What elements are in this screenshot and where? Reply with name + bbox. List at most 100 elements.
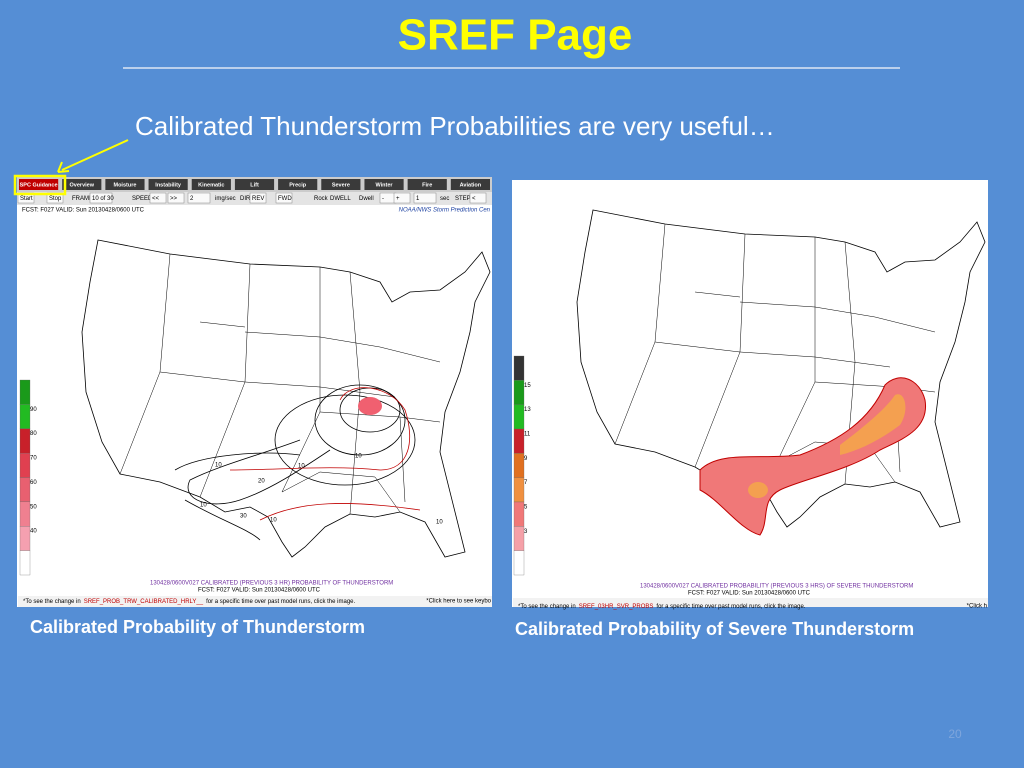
contour-label: 10 xyxy=(298,464,305,470)
toolbar-button xyxy=(249,192,267,204)
footer-title: 130428/0600V027 CALIBRATED PROBABILITY (… xyxy=(640,584,913,590)
toolbar-label: 10 of 30 xyxy=(92,196,114,202)
legend-swatch xyxy=(513,380,525,405)
contour-red xyxy=(229,387,421,521)
toolbar-button xyxy=(89,192,113,204)
note-part: SREF_PROB_TRW_CALIBRATED_HRLY__ xyxy=(84,599,204,605)
legend-label: 5 xyxy=(524,504,528,510)
footer-valid: FCST: F027 VALID: Sun 20130428/0600 UTC xyxy=(688,591,811,597)
toolbar-label: + xyxy=(396,196,400,202)
nav-label: Precip xyxy=(289,182,306,188)
nav-label: Instability xyxy=(155,182,182,188)
legend-swatch xyxy=(19,501,31,527)
nav-button xyxy=(191,179,231,190)
toolbar-button xyxy=(393,192,411,204)
probability-core xyxy=(840,394,906,455)
probability-area xyxy=(358,397,382,415)
legend-swatch xyxy=(19,404,31,429)
nav-label: Winter xyxy=(376,182,394,188)
nav-label: Moisture xyxy=(113,182,136,188)
contour-label: 10 xyxy=(215,463,222,469)
nav-button xyxy=(278,179,318,190)
toolbar-button xyxy=(275,192,293,204)
legend-swatch xyxy=(513,453,525,478)
nav-button xyxy=(321,179,361,190)
toolbar-button xyxy=(167,192,185,204)
arrow-head xyxy=(57,161,70,173)
contour-label: 10 xyxy=(270,518,277,524)
legend-swatch xyxy=(513,355,525,381)
legend-swatch xyxy=(513,477,525,503)
legend-swatch xyxy=(19,477,31,503)
right-caption: Calibrated Probability of Severe Thunder… xyxy=(515,619,914,639)
toolbar-button xyxy=(187,192,211,204)
nav-label: SPC Guidance xyxy=(20,182,58,188)
legend-label: 60 xyxy=(30,480,37,486)
state-line xyxy=(654,341,891,368)
slide-title: SREF Page xyxy=(398,11,633,60)
toolbar-label: < xyxy=(472,196,476,202)
pointer-arrow xyxy=(61,139,129,171)
contour xyxy=(314,384,406,456)
legend-label: 15 xyxy=(524,383,531,389)
legend-swatch xyxy=(513,501,525,527)
nav-label: Overview xyxy=(70,182,95,188)
toolbar-button xyxy=(469,192,487,204)
state-line xyxy=(694,291,741,298)
left-caption: Calibrated Probability of Thunderstorm xyxy=(30,617,365,637)
note-link: *Click h xyxy=(967,604,987,610)
map-outline xyxy=(81,239,491,558)
legend-swatch xyxy=(513,550,525,576)
legend-label: 7 xyxy=(524,480,528,486)
nav-label: Aviation xyxy=(460,182,482,188)
contour-label: 10 xyxy=(355,454,362,460)
toolbar-label: sec xyxy=(440,196,449,202)
map-header: FCST: F027 VALID: Sun 20130428/0600 UTC xyxy=(22,208,145,214)
legend-swatch xyxy=(19,379,31,405)
contour-label: 30 xyxy=(240,514,247,520)
toolbar-label: 2 xyxy=(190,196,194,202)
toolbar-label: - xyxy=(382,196,384,202)
toolbar-label: >> xyxy=(170,196,178,202)
probability-core xyxy=(748,482,768,498)
screenshot-frame xyxy=(17,177,492,607)
legend-label: 9 xyxy=(524,456,528,462)
nav-button xyxy=(234,179,275,190)
note: *To see the change in SREF_03HR_SVR_PROBS… xyxy=(518,604,806,610)
contour-label: 10 xyxy=(200,503,207,509)
footer-title: 130428/0600V027 CALIBRATED (PREVIOUS 3 H… xyxy=(150,581,393,587)
map-outline xyxy=(576,209,986,528)
note-part: for a specific time over past model runs… xyxy=(656,604,805,610)
legend-label: 13 xyxy=(524,407,531,413)
note-bar xyxy=(513,598,988,607)
toolbar-button xyxy=(413,192,437,204)
nav-label: Fire xyxy=(422,182,432,188)
state-line xyxy=(874,316,936,333)
toolbar-label: DIR xyxy=(240,196,251,202)
map-credit: NOAA/NWS Storm Prediction Cen xyxy=(399,208,491,214)
note: *To see the change in SREF_PROB_TRW_CALIB… xyxy=(23,599,355,605)
toolbar-label: << xyxy=(152,196,160,202)
state-line xyxy=(349,271,361,515)
left-screenshot: FCST: F027 VALID: Sun 20130428/0600 UTC … xyxy=(17,177,492,607)
legend-label: 50 xyxy=(30,504,37,510)
nav-button xyxy=(364,179,404,190)
nav-button xyxy=(62,179,102,190)
toolbar-label: FWD xyxy=(278,196,292,202)
toolbar-label: SPEED xyxy=(132,196,153,202)
legend-swatch xyxy=(19,526,31,551)
nav-button xyxy=(450,179,490,190)
footer-valid: FCST: F027 VALID: Sun 20130428/0600 UTC xyxy=(198,588,321,594)
toolbar-label: Dwell xyxy=(359,196,374,202)
contour-label: 20 xyxy=(258,479,265,485)
toolbar-label: 1 xyxy=(416,196,420,202)
contour xyxy=(187,439,331,505)
nav-label: Severe xyxy=(332,182,350,188)
state-line xyxy=(244,331,381,348)
legend-label: 90 xyxy=(30,407,37,413)
state-line xyxy=(281,471,401,513)
note-link: *Click here to see keybo xyxy=(426,599,491,605)
legend-swatch xyxy=(19,452,31,478)
state-line xyxy=(159,371,396,398)
